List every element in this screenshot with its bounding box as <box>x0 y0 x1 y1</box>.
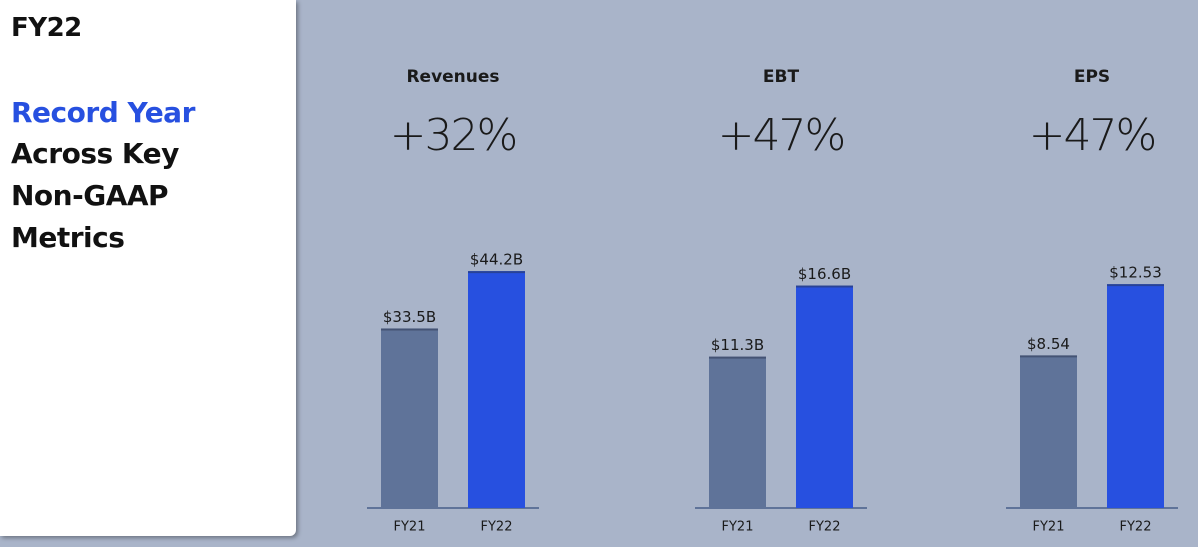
bar <box>1020 355 1077 508</box>
value-label: $44.2B <box>470 251 523 269</box>
chart-title: Revenues <box>406 67 499 87</box>
x-tick-label: FY22 <box>1120 520 1152 535</box>
value-label: $11.3B <box>711 336 764 354</box>
bar <box>796 285 853 508</box>
x-tick-label: FY21 <box>1033 520 1065 535</box>
bar <box>1107 284 1164 508</box>
x-tick-label: FY21 <box>394 520 426 535</box>
body-line: Across Key <box>11 137 179 170</box>
body-line: Non-GAAP <box>11 179 169 212</box>
growth: +47% <box>1029 110 1156 161</box>
bar <box>709 356 766 508</box>
bar <box>468 271 525 508</box>
growth: +32% <box>390 110 517 161</box>
x-tick-label: FY22 <box>481 520 513 535</box>
left-panel: FY22 Record Year Across Key Non-GAAP Met… <box>0 0 296 536</box>
value-label: $33.5B <box>383 308 436 326</box>
chart-title: EPS <box>1074 67 1110 87</box>
value-label: $16.6B <box>798 265 851 283</box>
x-tick-label: FY21 <box>722 520 754 535</box>
growth: +47% <box>718 110 845 161</box>
value-label: $12.53 <box>1109 264 1162 282</box>
chart-title: EBT <box>763 67 800 87</box>
body-line: Metrics <box>11 221 125 254</box>
value-label: $8.54 <box>1027 335 1070 353</box>
bar <box>381 328 438 508</box>
heading: FY22 <box>11 13 82 43</box>
highlight: Record Year <box>11 96 195 129</box>
x-tick-label: FY22 <box>809 520 841 535</box>
